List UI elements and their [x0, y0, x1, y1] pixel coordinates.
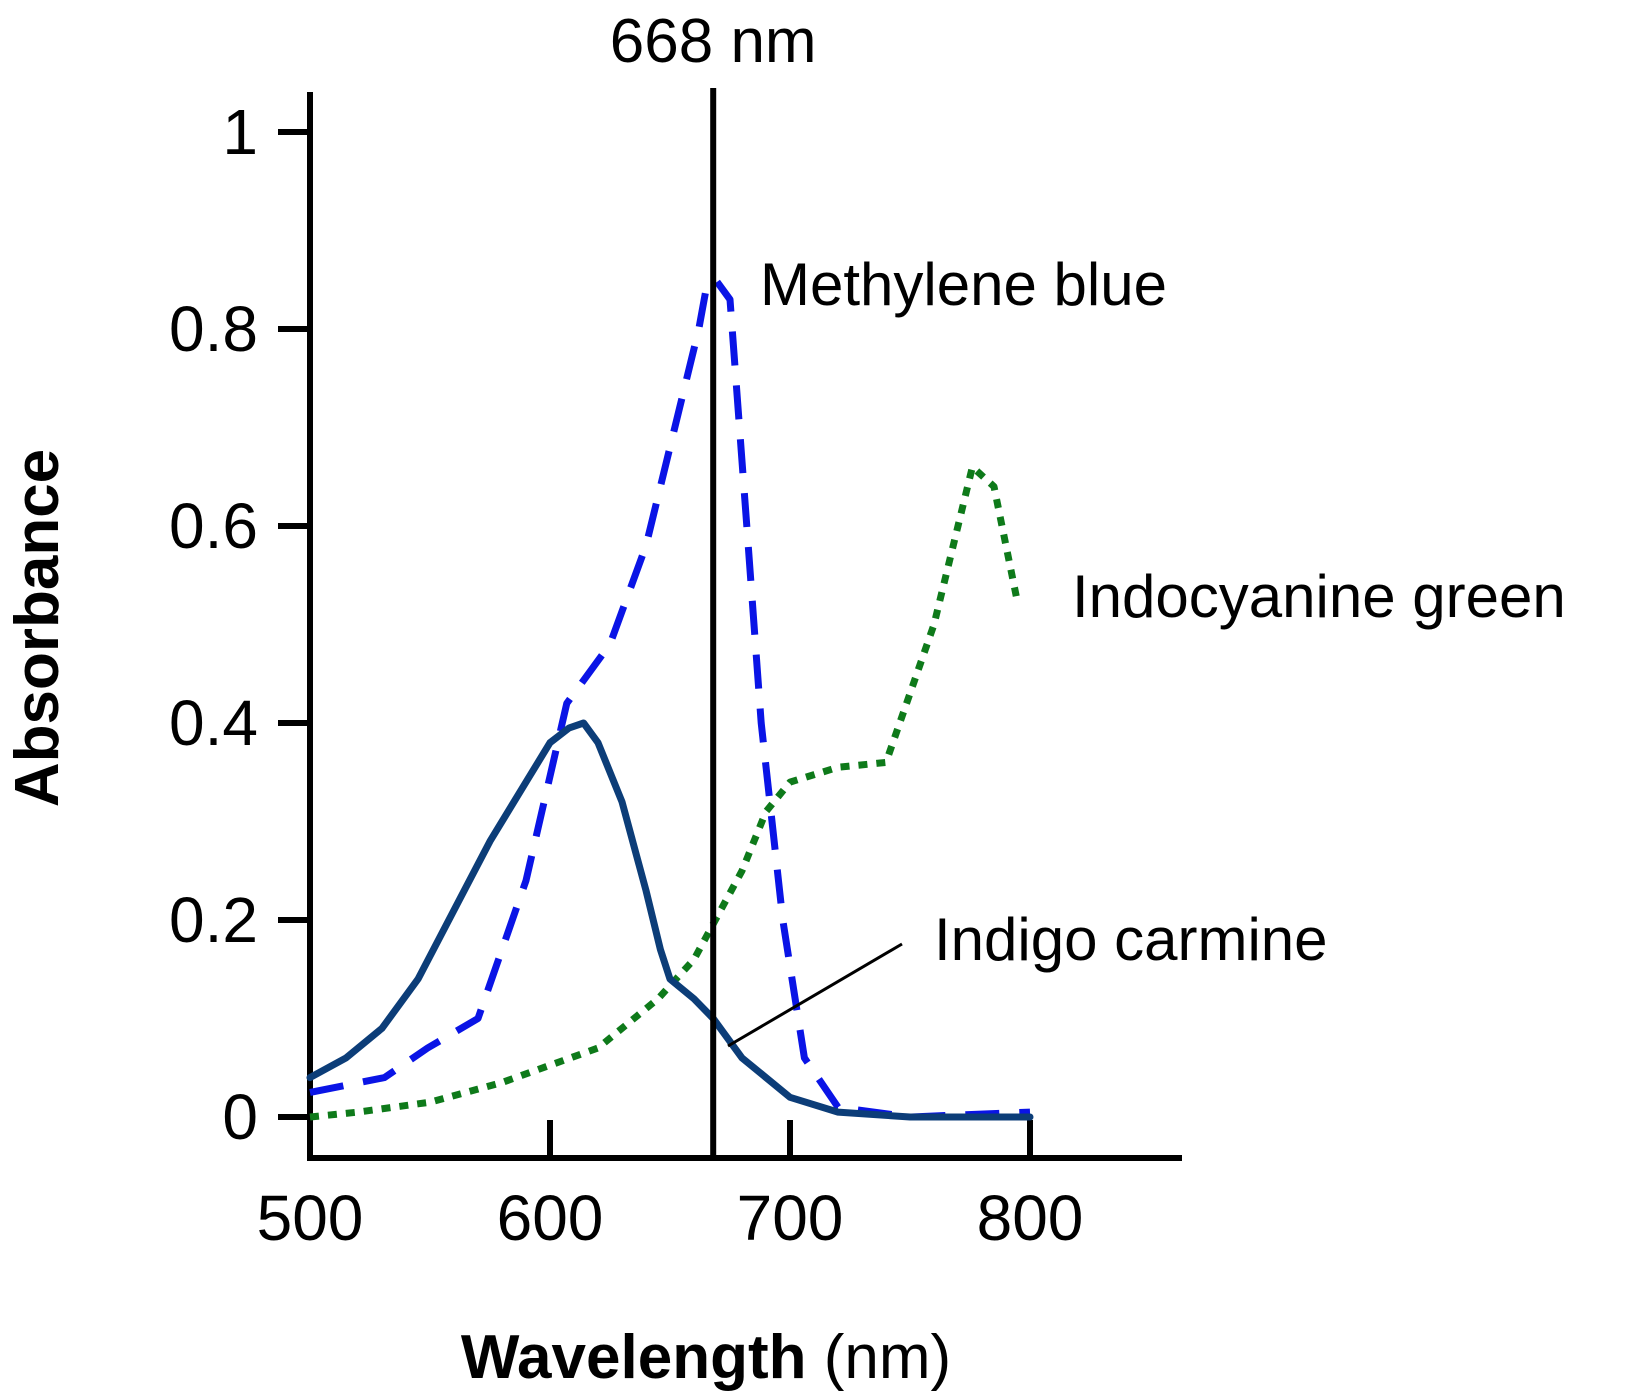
- y-tick-label: 0.4: [169, 687, 258, 759]
- series-line-indocyanine-green: [309, 463, 1022, 1121]
- x-axis-label-bold: Wavelength: [461, 1323, 807, 1392]
- x-axis-label-unit: (nm): [806, 1323, 951, 1392]
- series-layer: [306, 276, 1034, 1121]
- y-tick-label: 0.8: [169, 293, 258, 365]
- label-indigo-carmine: Indigo carmine: [934, 906, 1328, 973]
- series-line-indigo-carmine: [306, 719, 1034, 1121]
- y-tick-label: 0: [222, 1081, 258, 1153]
- reference-line-label: 668 nm: [610, 7, 817, 76]
- series-line-methylene-blue: [309, 276, 1031, 1121]
- x-ticks: 500 600 700 800: [257, 1120, 1084, 1254]
- x-tick-label: 800: [977, 1182, 1084, 1254]
- x-tick-label: 700: [737, 1182, 844, 1254]
- y-ticks: 0 0.2 0.4 0.6 0.8 1: [169, 96, 310, 1153]
- label-indocyanine-green: Indocyanine green: [1072, 563, 1566, 630]
- label-methylene-blue: Methylene blue: [760, 251, 1167, 318]
- y-tick-label: 0.6: [169, 490, 258, 562]
- y-tick-label: 1: [222, 96, 258, 168]
- y-tick-label: 0.2: [169, 884, 258, 956]
- x-axis-label: Wavelength (nm): [461, 1323, 951, 1392]
- x-tick-label: 600: [497, 1182, 604, 1254]
- indigo-carmine-leader-line: [727, 942, 903, 1048]
- y-axis-label: Absorbance: [3, 449, 72, 807]
- x-tick-label: 500: [257, 1182, 364, 1254]
